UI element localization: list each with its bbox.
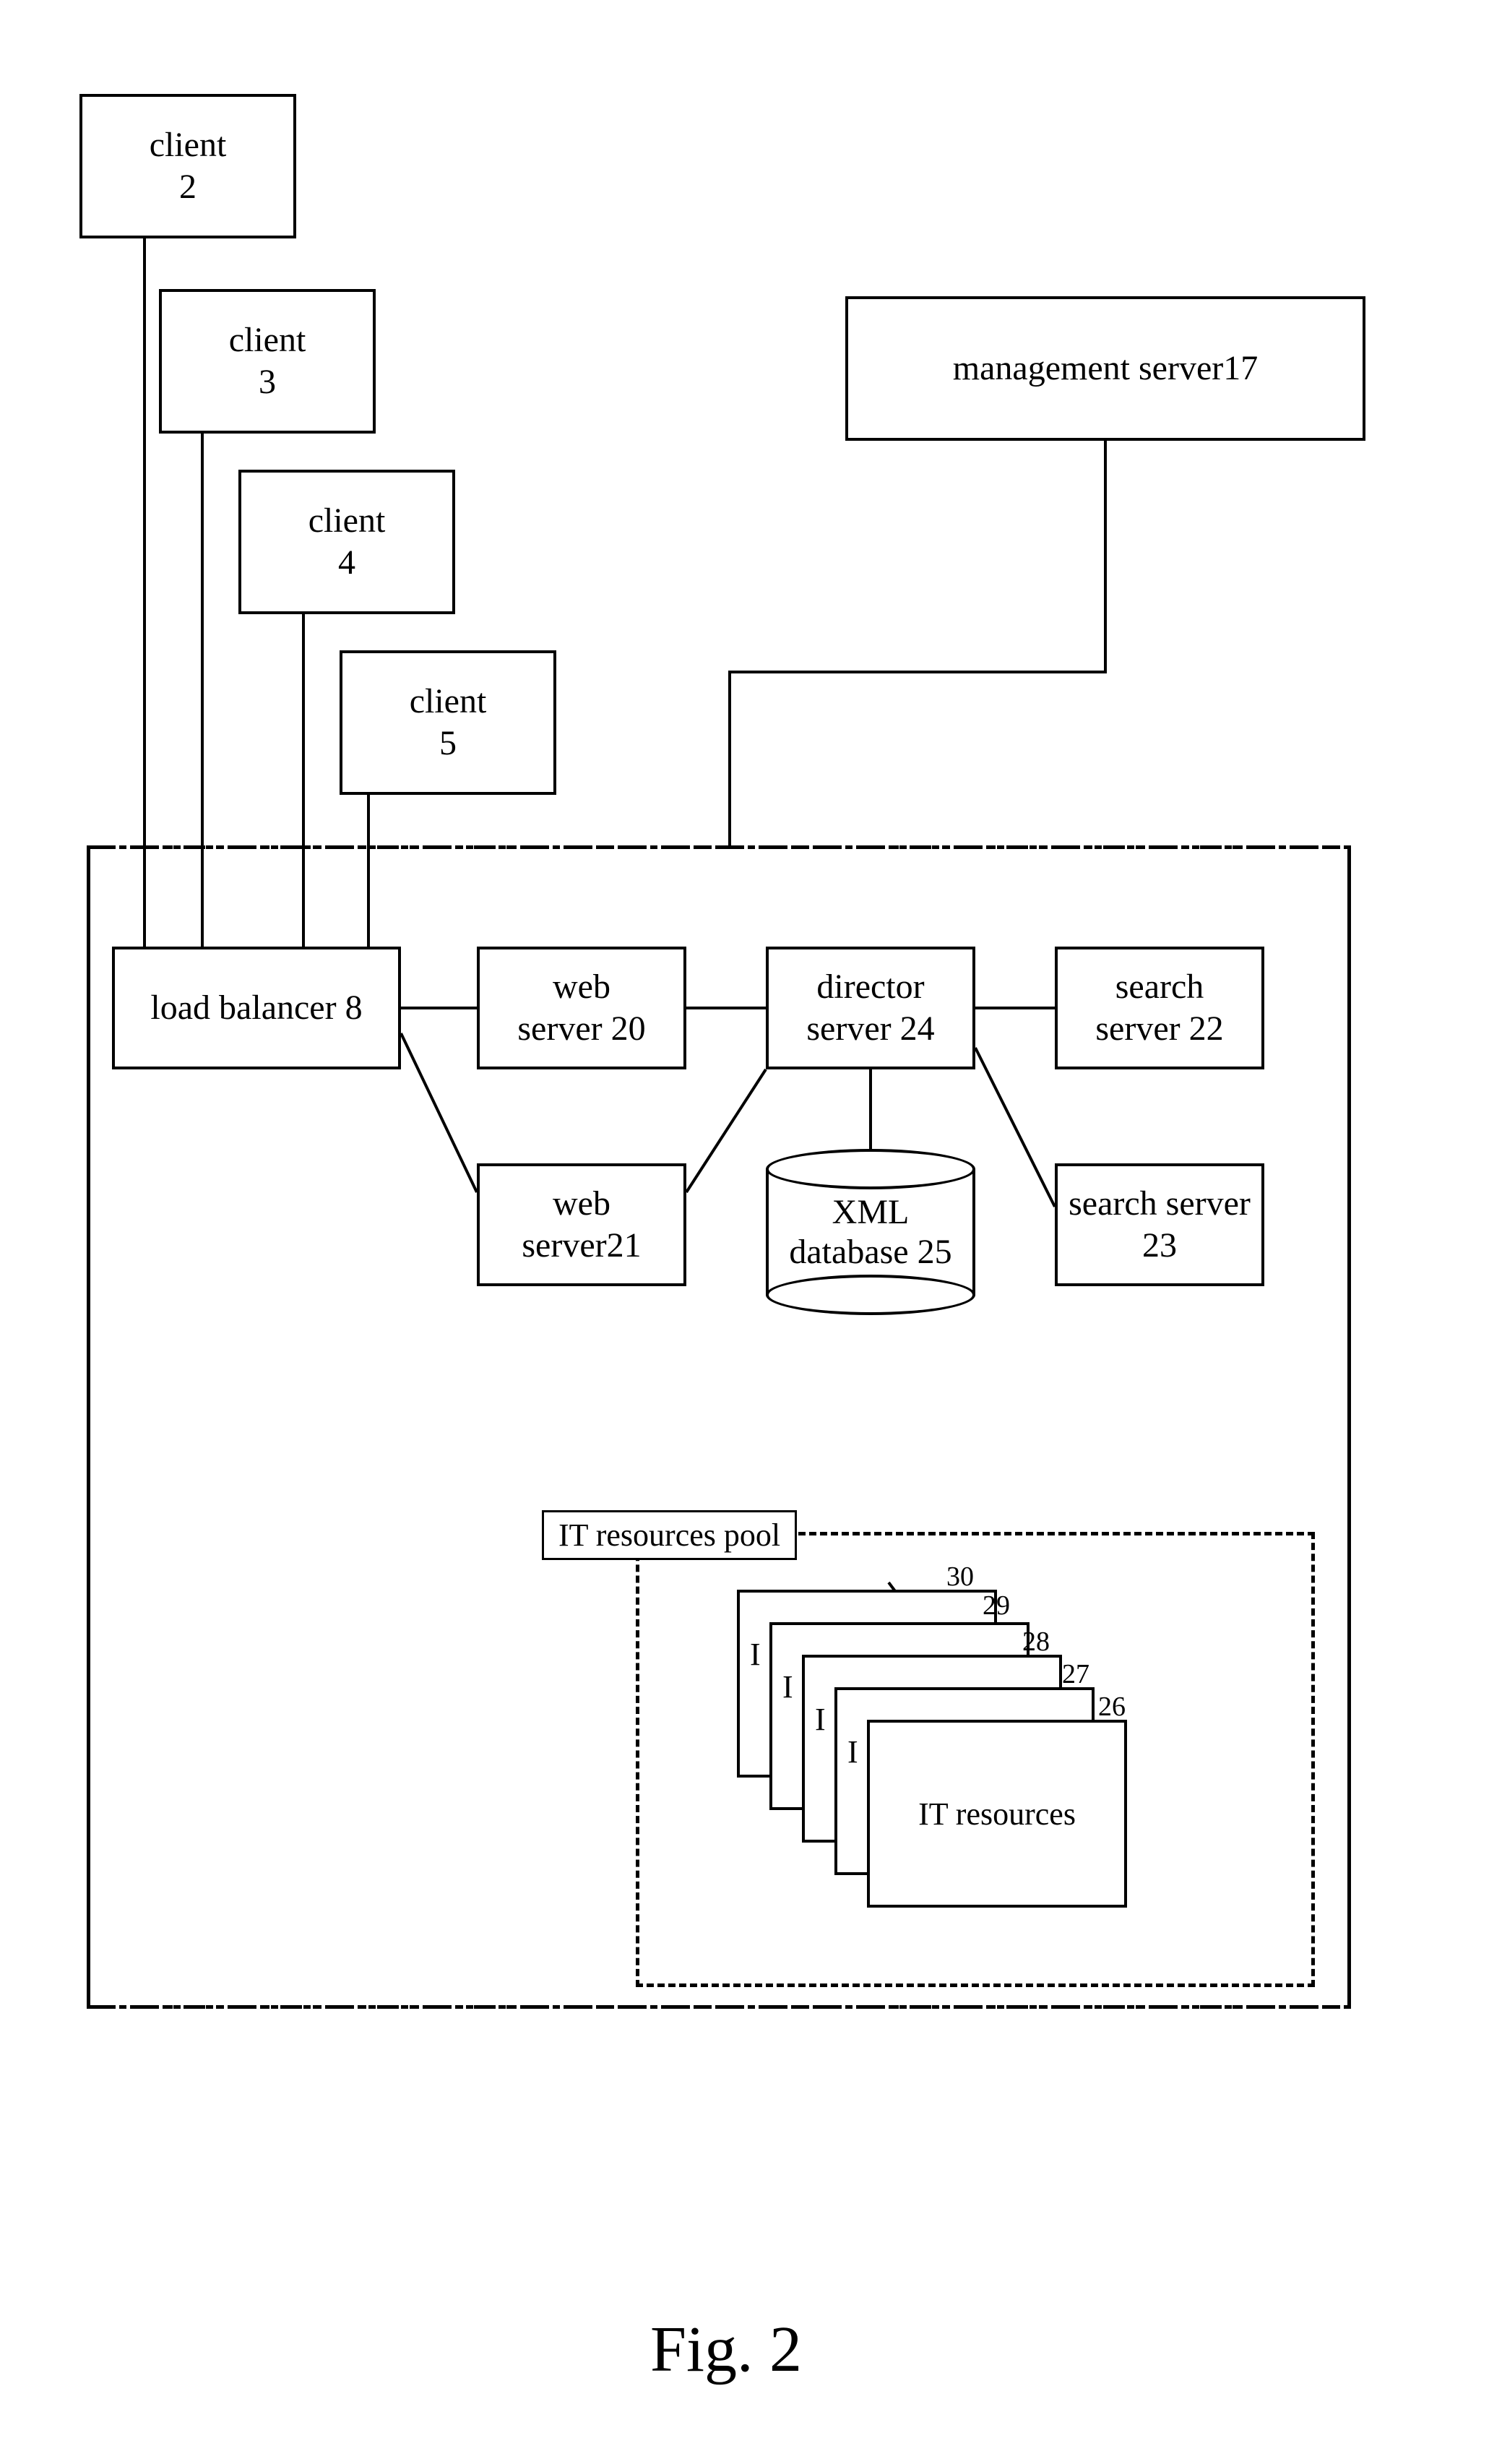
card-number-29: 29 [983,1590,1010,1621]
node-sublabel: 3 [259,361,276,403]
db-label-line2: database 25 [789,1233,951,1271]
card-peek: I [782,1668,793,1705]
cylinder-bottom-ellipse [766,1275,975,1315]
node-xml-database: XML database 25 [766,1149,975,1315]
node-load-balancer: load balancer 8 [112,947,401,1069]
node-sublabel: 5 [439,723,457,764]
db-label: XML database 25 [789,1192,951,1272]
cylinder-top-ellipse [766,1149,975,1189]
card-number-28: 28 [1022,1626,1050,1658]
card-front-label: IT resources [918,1796,1076,1832]
node-label: management server17 [953,348,1258,389]
pool-label-text: IT resources pool [558,1517,780,1553]
node-client-3: client 3 [159,289,376,434]
card-peek: I [815,1701,826,1738]
node-search-server-22: search server 22 [1055,947,1264,1069]
node-search-server-23: search server 23 [1055,1163,1264,1286]
node-label: web [553,1183,610,1225]
node-sublabel: server 20 [517,1008,645,1050]
node-label: client [150,124,227,166]
card-peek: I [847,1733,858,1770]
node-client-2: client 2 [79,94,296,238]
node-client-5: client 5 [340,650,556,795]
node-label: web [553,966,610,1008]
node-web-server-21: web server21 [477,1163,686,1286]
node-sublabel: server21 [522,1225,641,1267]
edge-mgmt-outer [730,441,1105,845]
card-number-27: 27 [1062,1658,1089,1690]
it-resources-pool-label: IT resources pool [542,1510,797,1560]
diagram-stage: client 2 client 3 client 4 client 5 mana… [36,36,1466,2428]
figure-caption: Fig. 2 [650,2312,802,2387]
node-label: client [410,681,487,723]
node-management-server: management server17 [845,296,1365,441]
node-label: client [229,319,306,361]
node-director-server: director server 24 [766,947,975,1069]
card-peek: I [750,1636,761,1673]
node-label: load balancer 8 [150,987,362,1029]
node-sublabel: 4 [338,542,355,584]
db-label-line1: XML [832,1193,910,1231]
card-26: IT resources [867,1720,1127,1908]
card-number-26: 26 [1098,1691,1126,1723]
node-web-server-20: web server 20 [477,947,686,1069]
node-sublabel: server 24 [806,1008,934,1050]
node-label: search server 23 [1058,1183,1261,1266]
node-sublabel: 2 [179,166,197,208]
node-label: client [308,500,386,542]
node-label: director [816,966,924,1008]
card-number-30: 30 [946,1561,974,1593]
node-label: search [1115,966,1204,1008]
node-client-4: client 4 [238,470,455,614]
node-sublabel: server 22 [1095,1008,1223,1050]
